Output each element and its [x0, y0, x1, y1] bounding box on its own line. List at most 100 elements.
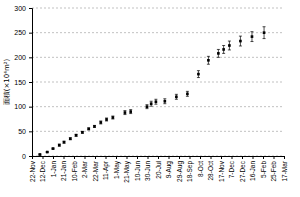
- data-point: [87, 128, 90, 131]
- error-bar-stem: [251, 32, 252, 42]
- x-tick-mark: [85, 156, 86, 159]
- error-bar-cap: [163, 103, 166, 104]
- x-tick-label: 5-Feb: [260, 161, 267, 178]
- x-tick-mark: [284, 156, 285, 159]
- marks: [38, 27, 265, 156]
- x-tick: 25-Feb: [270, 156, 277, 182]
- y-axis: 050100150200250300: [14, 5, 32, 160]
- x-tick-label: 30-Jun: [144, 161, 151, 181]
- grid-line: [32, 106, 284, 107]
- data-point: [81, 131, 84, 134]
- x-tick: 22-Mar: [92, 156, 99, 182]
- error-bar-cap: [263, 38, 266, 39]
- error-bar: [154, 99, 157, 104]
- error-bar-stem: [53, 148, 54, 150]
- y-tick-mark: [29, 8, 32, 9]
- error-bar: [63, 141, 66, 143]
- data-point: [129, 110, 132, 113]
- error-bar: [150, 101, 153, 106]
- error-bar-stem: [130, 110, 131, 114]
- data-point: [263, 31, 266, 34]
- error-bar-stem: [100, 121, 101, 124]
- error-bar: [75, 134, 78, 136]
- data-point: [124, 111, 127, 114]
- x-tick-label: 12-Dec: [39, 160, 46, 182]
- y-axis-title: 面積(×10⁴m²): [3, 58, 11, 105]
- error-bar: [228, 41, 231, 50]
- x-tick: 1-Jan: [50, 156, 57, 177]
- grid: [32, 8, 284, 156]
- error-bar-cap: [197, 70, 200, 71]
- error-bar-stem: [94, 125, 95, 127]
- x-tick-mark: [127, 156, 128, 159]
- x-tick-mark: [95, 156, 96, 159]
- error-bar: [93, 125, 96, 127]
- x-tick-label: 17-Mar: [281, 160, 288, 181]
- data-point: [217, 52, 220, 55]
- x-tick-mark: [221, 156, 222, 159]
- data-point: [228, 44, 231, 47]
- error-bar-cap: [239, 36, 242, 37]
- error-bar-stem: [240, 36, 241, 46]
- x-tick: 22-Nov: [29, 156, 36, 182]
- x-tick-mark: [169, 156, 170, 159]
- y-tick-label: 250: [14, 29, 26, 36]
- error-bar-cap: [263, 26, 266, 27]
- error-bar-cap: [145, 104, 148, 105]
- x-tick-mark: [274, 156, 275, 159]
- error-bar-stem: [82, 131, 83, 133]
- y-tick-mark: [29, 107, 32, 108]
- error-bar-stem: [176, 94, 177, 99]
- error-bar-cap: [239, 45, 242, 46]
- error-bar-cap: [123, 114, 126, 115]
- y-tick-mark: [29, 131, 32, 132]
- error-bar-cap: [222, 45, 225, 46]
- x-tick: 21-Jan: [60, 156, 67, 181]
- x-tick-mark: [137, 156, 138, 159]
- x-tick: 28-Oct: [207, 156, 214, 181]
- error-bar: [217, 49, 220, 57]
- error-bar-cap: [207, 56, 210, 57]
- error-bar: [129, 110, 132, 114]
- error-bar: [263, 27, 266, 39]
- x-tick-mark: [242, 156, 243, 159]
- x-tick-label: 27-Dec: [239, 160, 246, 182]
- y-tick: 0: [22, 153, 32, 160]
- error-bar-cap: [186, 91, 189, 92]
- error-bar-cap: [129, 109, 132, 110]
- error-bar: [175, 94, 178, 99]
- error-bar-stem: [146, 105, 147, 109]
- y-tick-mark: [29, 82, 32, 83]
- error-bar-stem: [39, 154, 40, 156]
- y-tick: 250: [14, 29, 32, 36]
- data-point: [52, 147, 55, 150]
- error-bar-stem: [264, 27, 265, 39]
- error-bar-cap: [186, 96, 189, 97]
- data-point: [251, 35, 254, 38]
- y-tick: 200: [14, 54, 32, 61]
- data-point: [197, 73, 200, 76]
- x-tick-mark: [148, 156, 149, 159]
- error-bar-stem: [47, 151, 48, 153]
- x-axis: 22-Nov12-Dec1-Jan21-Jan10-Feb2-Mar22-Mar…: [29, 156, 288, 183]
- error-bar-stem: [64, 141, 65, 143]
- error-bar: [111, 116, 114, 119]
- x-tick-label: 1-Jan: [50, 161, 57, 178]
- x-tick-label: 21-Jan: [60, 161, 67, 181]
- error-bar-cap: [150, 101, 153, 102]
- x-tick-label: 22-Nov: [29, 160, 36, 182]
- error-bar-cap: [250, 41, 253, 42]
- error-bar-cap: [217, 49, 220, 50]
- x-tick-mark: [106, 156, 107, 159]
- error-bar-cap: [154, 99, 157, 100]
- error-bar: [222, 45, 225, 53]
- x-tick: 8-Oct: [197, 156, 204, 177]
- x-tick-mark: [74, 156, 75, 159]
- data-point: [69, 137, 72, 140]
- data-point: [150, 102, 153, 105]
- error-bar-cap: [197, 77, 200, 78]
- x-tick: 17-Nov: [218, 156, 225, 182]
- error-bar-stem: [155, 99, 156, 104]
- error-bar: [123, 111, 126, 115]
- error-bar: [99, 121, 102, 124]
